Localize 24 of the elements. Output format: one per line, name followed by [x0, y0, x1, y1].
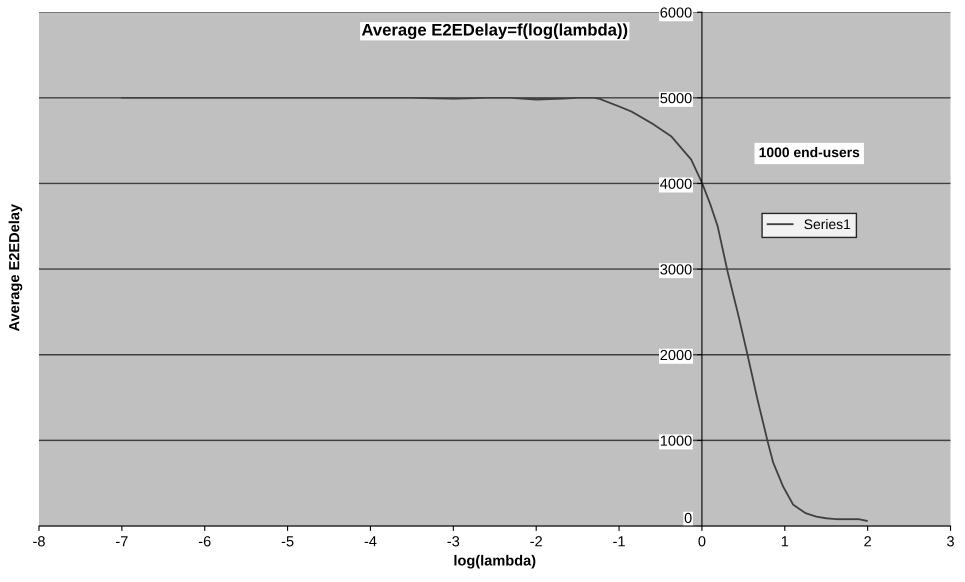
x-tick-label: -1 [613, 536, 625, 546]
y-tick-label: 0 [684, 512, 692, 524]
y-axis-title: Average E2EDelay [8, 204, 22, 332]
x-tick-label: -4 [364, 536, 377, 546]
annotation: 1000 end-users [760, 147, 860, 158]
text: Average E2EDelay=f(log(lambda)) [362, 23, 628, 40]
y-tick-label: 1000 [660, 435, 692, 446]
y-tick-label: 5000 [660, 92, 692, 104]
y-tick-label: 3000 [660, 264, 692, 275]
y-tick-label: 6000 [660, 7, 692, 18]
y-tick-label: 2000 [660, 350, 692, 360]
x-tick-label: -3 [447, 536, 460, 546]
x-tick-label: 3 [947, 536, 954, 546]
x-tick-label: 1 [782, 536, 788, 546]
x-axis-title: log(lambda) [454, 554, 536, 569]
legend-label: Series1 [804, 218, 850, 230]
x-tick-label: -6 [198, 536, 211, 546]
x-tick-label: 0 [698, 536, 706, 546]
y-tick-label: 4000 [660, 178, 692, 189]
x-tick-label: -8 [33, 536, 45, 546]
x-tick-label: -5 [282, 536, 294, 546]
x-tick-label: -7 [116, 536, 128, 546]
x-tick-label: 2 [864, 536, 871, 546]
x-tick-label: -2 [530, 536, 542, 546]
